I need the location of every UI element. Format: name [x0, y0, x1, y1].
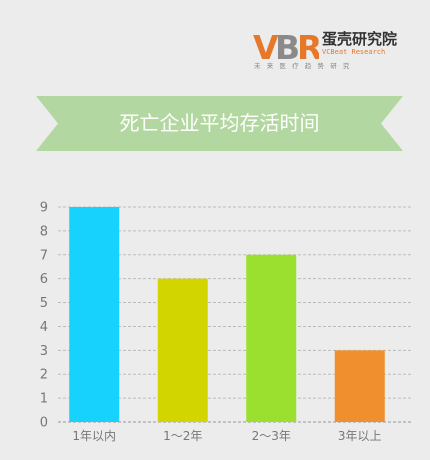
brand-name-cn: 蛋壳研究院 — [322, 30, 398, 48]
y-tick-label: 9 — [40, 201, 48, 216]
x-tick-label: 1～2年 — [163, 429, 202, 443]
y-tick-label: 4 — [40, 320, 48, 335]
brand-tagline: 未来医疗趋势研究 — [254, 62, 356, 70]
brand-name-en: VCBeat Research — [322, 48, 386, 56]
y-tick-label: 1 — [40, 392, 48, 407]
y-tick-label: 6 — [40, 272, 48, 287]
vbr-logo-icon: V B R — [253, 29, 319, 63]
bar — [157, 278, 208, 422]
x-tick-label: 2～3年 — [252, 429, 291, 443]
bar — [69, 207, 120, 422]
ribbon-shape — [36, 96, 403, 151]
bar — [246, 254, 297, 422]
y-tick-label: 0 — [40, 416, 48, 431]
bar-chart: 0 1 2 3 4 5 6 7 8 9 1年以内 1～2年 2～3年 3年以上 — [40, 201, 412, 443]
title-ribbon — [36, 96, 403, 151]
logo-letter-r: R — [297, 29, 319, 63]
logo-letter-b: B — [275, 29, 300, 63]
page-title: 死亡企业平均存活时间 — [119, 111, 320, 135]
x-tick-label: 1年以内 — [72, 429, 116, 443]
y-tick-label: 3 — [40, 344, 48, 359]
logo-letter-v: V — [253, 29, 279, 63]
y-tick-label: 8 — [40, 224, 48, 239]
y-tick-label: 2 — [40, 368, 48, 383]
x-tick-label: 3年以上 — [338, 429, 382, 443]
bar — [334, 350, 385, 422]
brand-logo: V B R 蛋壳研究院 VCBeat Research 未来医疗趋势研究 — [253, 28, 418, 72]
y-tick-label: 7 — [40, 248, 48, 263]
y-tick-label: 5 — [40, 296, 48, 311]
